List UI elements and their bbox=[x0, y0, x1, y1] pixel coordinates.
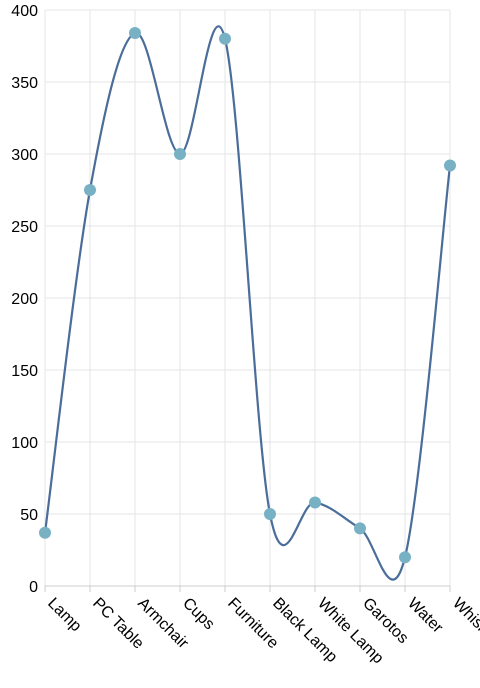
data-point-water[interactable] bbox=[399, 551, 411, 564]
data-point-black-lamp[interactable] bbox=[264, 508, 276, 520]
data-point-armchair[interactable] bbox=[129, 27, 141, 40]
series-points bbox=[39, 27, 456, 564]
x-axis bbox=[44, 585, 451, 592]
y-tick-label: 50 bbox=[20, 507, 38, 524]
series-line bbox=[43, 25, 452, 581]
data-point-pc-table[interactable] bbox=[84, 184, 96, 196]
x-tick-label: Lamp bbox=[44, 595, 84, 635]
y-tick-label: 150 bbox=[11, 363, 38, 380]
data-point-cups[interactable] bbox=[174, 148, 186, 160]
x-tick-label: Whisky bbox=[449, 595, 480, 643]
y-tick-label: 400 bbox=[11, 3, 38, 20]
y-tick-label: 0 bbox=[29, 579, 38, 596]
y-axis-tick-labels: 0 50 100 150 200 250 300 350 400 bbox=[11, 3, 38, 596]
y-tick-label: 200 bbox=[11, 291, 38, 308]
data-point-furniture[interactable] bbox=[219, 32, 231, 45]
y-tick-label: 100 bbox=[11, 435, 38, 452]
data-point-white-lamp[interactable] bbox=[309, 496, 321, 509]
y-tick-label: 250 bbox=[11, 219, 38, 236]
series bbox=[43, 25, 452, 581]
y-tick-label: 350 bbox=[11, 75, 38, 92]
x-gridlines bbox=[44, 10, 451, 586]
data-point-garotos[interactable] bbox=[354, 522, 366, 535]
data-point-whisky[interactable] bbox=[444, 159, 456, 172]
data-point-lamp[interactable] bbox=[39, 526, 51, 539]
x-tick-label: Cups bbox=[179, 595, 217, 633]
x-tick-label: Water bbox=[404, 595, 446, 637]
y-gridlines bbox=[45, 9, 450, 587]
y-tick-label: 300 bbox=[11, 147, 38, 164]
